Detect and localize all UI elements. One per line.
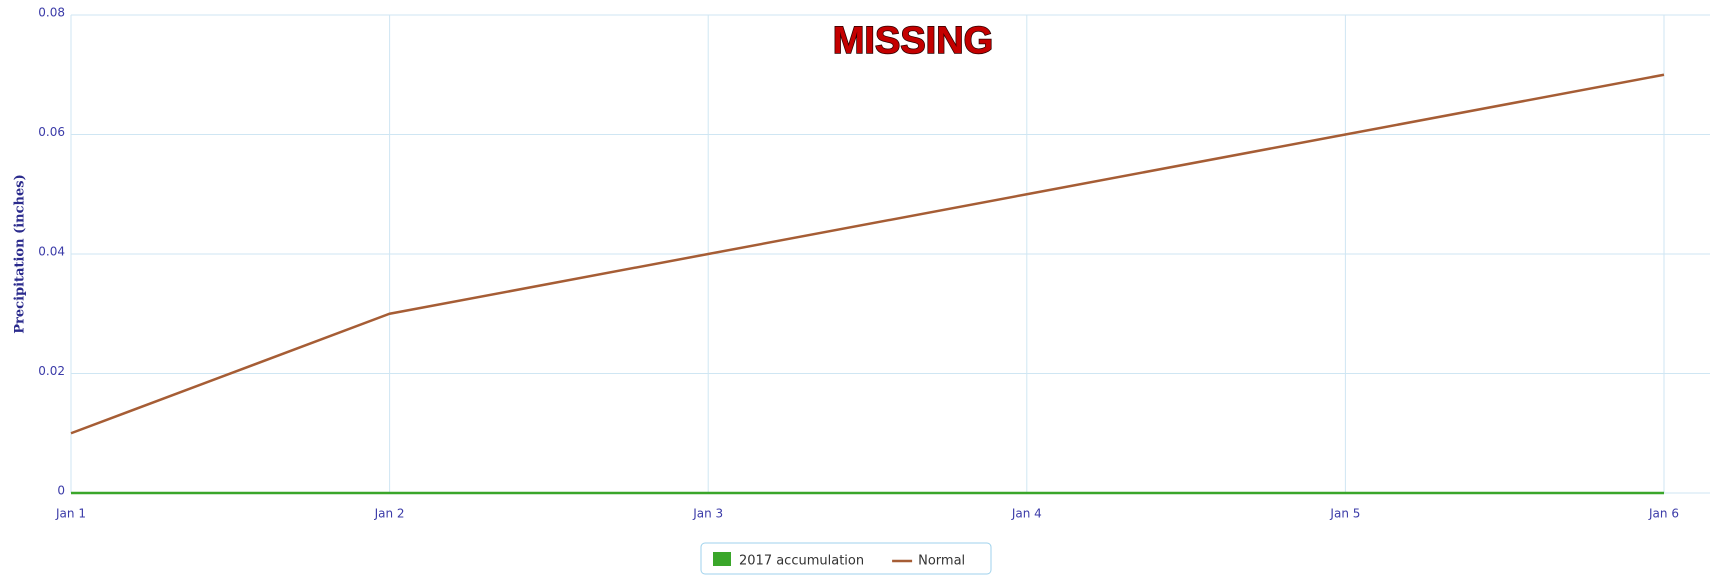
legend-box — [700, 542, 992, 575]
y-tick-label: 0.08 — [38, 6, 65, 20]
legend-label: 2017 accumulation — [739, 554, 864, 569]
legend-item[interactable]: Normal — [892, 554, 965, 569]
x-tick-label: Jan 2 — [374, 507, 405, 521]
y-tick-label: 0.04 — [38, 245, 65, 259]
legend-item[interactable]: 2017 accumulation — [713, 552, 864, 569]
legend-swatch — [713, 552, 731, 566]
x-tick-label: Jan 3 — [692, 507, 723, 521]
annotation: MISSING — [833, 20, 993, 62]
y-tick-label: 0 — [57, 484, 65, 498]
y-tick-label: 0.02 — [38, 364, 65, 378]
line — [70, 73, 1665, 435]
y-axis-label: Precipitation (inches) — [13, 174, 28, 333]
legend-label: Normal — [918, 554, 965, 569]
x-tick-label: Jan 5 — [1329, 507, 1360, 521]
x-tick-label: Jan 1 — [55, 507, 86, 521]
x-tick-label: Jan 6 — [1648, 507, 1679, 521]
y-tick-label: 0.06 — [38, 125, 65, 139]
x-tick-label: Jan 4 — [1011, 507, 1042, 521]
legend: 2017 accumulation Normal — [700, 542, 992, 575]
